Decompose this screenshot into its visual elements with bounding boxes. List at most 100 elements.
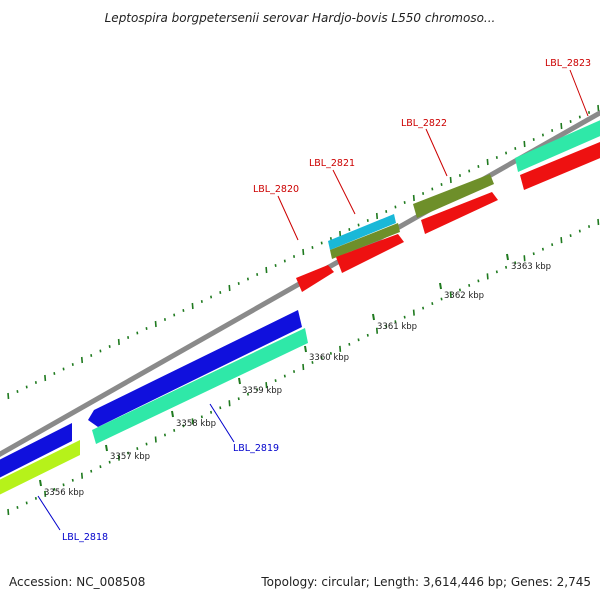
scale-label: 3357 kbp [110,452,150,462]
scale-labels: 3356 kbp 3357 kbp 3358 kbp 3359 kbp 3360… [44,262,551,498]
track-mark [532,138,535,141]
track-mark [375,212,379,220]
track-mark [532,252,535,256]
gc-skew-track-lower [7,218,600,516]
track-mark [265,266,268,274]
track-mark [505,151,508,155]
track-mark [53,487,56,491]
track-mark [25,385,28,389]
track-mark [412,309,415,316]
gene-lbl-2818-block [0,423,72,478]
track-mark [514,147,517,150]
lbl-2820-connector [277,195,299,241]
track-mark [7,508,10,516]
gene-label-lbl-2819: LBL_2819 [233,443,279,454]
track-mark [200,415,203,419]
track-mark [403,315,406,319]
track-mark [99,349,102,353]
track-mark [495,270,498,274]
track-mark [44,374,47,382]
track-mark [385,324,388,328]
track-mark [348,228,351,231]
gene-lbl-2823-teal-block [515,120,600,172]
scale-tick [105,444,108,452]
track-mark [34,496,37,500]
scale-label: 3359 kbp [242,386,282,396]
track-mark [357,223,360,227]
track-mark [210,295,213,299]
gene-label-lbl-2822: LBL_2822 [401,118,447,129]
track-mark [385,210,388,213]
track-mark [108,345,111,348]
track-mark [274,264,277,267]
scale-label: 3360 kbp [309,353,349,363]
track-mark [182,424,185,428]
track-mark [80,472,84,479]
track-mark [560,237,563,244]
track-mark [292,370,296,373]
gene-label-lbl-2820: LBL_2820 [253,184,299,195]
track-mark [569,120,572,123]
track-mark [163,318,167,321]
gene-lbl-2822-red-block [421,192,498,234]
lbl-2821-connector [332,169,356,215]
track-mark [302,248,305,256]
track-mark [311,361,314,364]
track-mark [16,390,19,393]
track-mark [394,205,397,209]
gene-lbl-2819-block [88,310,302,427]
track-mark [145,327,148,330]
track-mark [53,372,56,375]
track-mark [597,104,600,112]
track-mark [292,255,296,258]
track-mark [62,367,65,371]
accession-text: Accession: NC_008508 [9,575,146,589]
track-mark [44,490,47,497]
track-mark [163,433,167,437]
track-mark [136,447,139,451]
track-mark [551,243,554,247]
lbl-2822-connector [425,128,448,177]
track-mark [90,469,93,473]
track-mark [256,388,259,392]
gene-lbl-2822-olive-block [413,174,494,218]
track-mark [440,183,443,186]
track-mark [154,436,157,443]
track-mark [246,277,249,281]
track-mark [191,302,194,310]
track-mark [127,451,130,455]
scale-label: 3363 kbp [511,262,551,272]
track-mark [182,309,185,312]
track-mark [311,246,314,249]
track-mark [468,169,471,173]
track-mark [62,483,65,487]
track-mark [523,140,526,148]
track-mark [477,165,480,168]
track-mark [495,156,498,159]
track-mark [486,273,489,280]
track-mark [16,506,19,509]
track-mark [569,234,572,238]
track-mark [154,320,157,328]
track-mark [145,442,148,446]
track-mark [560,122,563,130]
track-mark [302,363,305,371]
track-mark [173,313,176,317]
track-mark [449,291,452,298]
track-mark [357,338,360,342]
track-mark [514,261,517,265]
track-mark [265,382,268,389]
track-mark [597,218,600,226]
track-mark [99,465,102,469]
track-mark [108,460,111,464]
track-mark [440,297,443,301]
track-mark [320,241,323,245]
track-mark [412,194,415,202]
track-mark [320,356,323,360]
track-mark [25,501,28,505]
gene-label-lbl-2823: LBL_2823 [545,58,591,69]
track-mark [541,247,544,251]
track-mark [505,265,508,269]
scale-label: 3361 kbp [377,322,417,332]
